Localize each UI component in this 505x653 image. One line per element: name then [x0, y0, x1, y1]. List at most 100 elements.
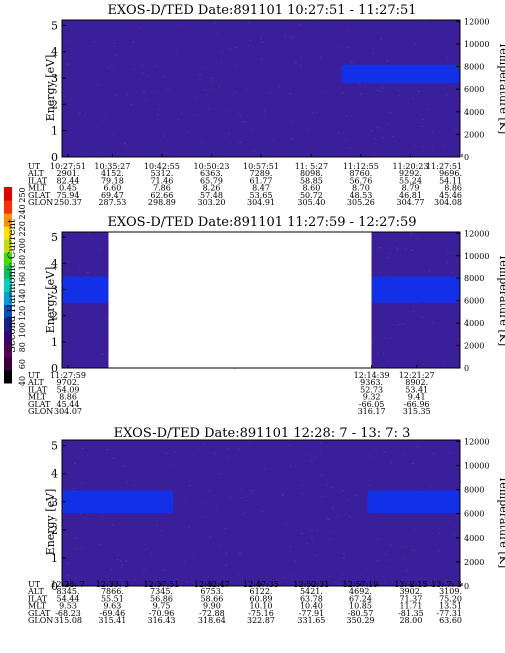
orbit-value: 9702.	[57, 378, 80, 387]
orbit-value: 6.60	[103, 184, 121, 193]
colorbar-tick-label: 40	[18, 376, 27, 386]
orbit-value: 10:35:27	[94, 162, 130, 171]
orbit-value: 4152.	[101, 169, 124, 178]
y2-tick-label: 10000	[464, 252, 489, 261]
spectrogram-band	[367, 490, 460, 513]
spectrogram-band	[62, 490, 174, 513]
colorbar-swatch	[4, 317, 12, 332]
orbit-value: -77.91	[299, 609, 325, 618]
orbit-value: 11.71	[399, 602, 422, 611]
y2-tick-label: 12000	[464, 437, 489, 446]
orbit-value: -77.31	[436, 609, 462, 618]
orbit-value: 9.63	[103, 602, 121, 611]
orbit-value: -70.96	[149, 609, 175, 618]
y2-tick-label: 12000	[464, 229, 489, 238]
orbit-value: 9.32	[363, 393, 381, 402]
orbit-value: 3902.	[399, 587, 422, 596]
orbit-row-label: MLT	[28, 602, 47, 611]
orbit-value: 13: 7: 3	[431, 580, 462, 589]
orbit-value: 350.29	[347, 616, 375, 625]
orbit-value: -81.35	[398, 609, 424, 618]
spectrogram-band	[371, 276, 460, 303]
orbit-value: 9.75	[153, 602, 171, 611]
orbit-value: 48.53	[349, 191, 372, 200]
orbit-value: 4692.	[349, 587, 372, 596]
y2-tick-label: 6000	[464, 510, 484, 519]
orbit-value: 331.65	[297, 616, 325, 625]
orbit-value: 8.26	[203, 184, 221, 193]
y2-tick-label: 4000	[464, 319, 484, 328]
orbit-value: 12:14:39	[354, 371, 390, 380]
colorbar: 40 60 80 100 120 140 160 180 200 220 240 250 Second…	[0, 0, 40, 649]
orbit-value: 63.60	[439, 616, 462, 625]
orbit-value: 54.09	[57, 385, 80, 394]
orbit-row-label: ALT	[27, 587, 44, 596]
colorbar-tick-label: 140	[18, 289, 27, 304]
orbit-value: 75.94	[57, 191, 80, 200]
orbit-value: 57.48	[200, 191, 223, 200]
orbit-value: -75.16	[248, 609, 274, 618]
orbit-row-label: GLON	[28, 198, 53, 207]
orbit-value: 8345.	[57, 587, 80, 596]
orbit-value: 69.47	[101, 191, 124, 200]
orbit-value: 305.40	[297, 198, 325, 207]
colorbar-tick-label: 160	[18, 272, 27, 287]
panel-2: EXOS-D/TED Date:891101 11:27:59 - 12:27:…	[0, 212, 505, 424]
y2-tick-label: 0	[464, 582, 469, 591]
orbit-value: 8.86	[444, 184, 462, 193]
panel-3-title: EXOS-D/TED Date:891101 12:28: 7 - 13: 7:…	[114, 426, 411, 441]
colorbar-tick-label: 100	[18, 323, 27, 338]
orbit-value: 82.44	[57, 176, 80, 185]
orbit-value: -80.57	[348, 609, 374, 618]
orbit-value: 322.87	[247, 616, 275, 625]
orbit-row-label: ILAT	[28, 176, 48, 185]
orbit-value: 53.41	[405, 385, 428, 394]
colorbar-swatch	[4, 356, 12, 371]
orbit-value: 54.44	[57, 594, 80, 603]
orbit-value: 8.47	[252, 184, 270, 193]
orbit-value: 315.08	[54, 616, 82, 625]
orbit-value: 11:20:23	[393, 162, 429, 171]
orbit-value: -68.23	[55, 609, 81, 618]
panel-3-ylabel: Energy [eV]	[44, 489, 57, 556]
colorbar-swatch	[4, 200, 12, 214]
colorbar-swatch	[4, 278, 12, 293]
colorbar-swatch	[4, 252, 12, 266]
orbit-value: 6363.	[200, 169, 223, 178]
y-tick-label: 0	[51, 362, 58, 375]
y2-tick-label: 0	[464, 153, 469, 162]
orbit-value: 7866.	[101, 587, 124, 596]
y2-tick-label: 10000	[464, 40, 489, 49]
orbit-row-label: UT	[28, 371, 41, 380]
orbit-value: 304.07	[54, 407, 82, 416]
y2-tick-label: 2000	[464, 342, 484, 351]
orbit-value: 50.72	[300, 191, 323, 200]
orbit-row-label: MLT	[28, 184, 47, 193]
orbit-value: 9.90	[203, 602, 221, 611]
orbit-value: 13.51	[439, 602, 462, 611]
data-gap	[108, 232, 372, 368]
orbit-row-label: GLAT	[28, 609, 51, 618]
orbit-value: 3109.	[439, 587, 462, 596]
orbit-value: 5421.	[300, 587, 323, 596]
orbit-value: 316.43	[148, 616, 176, 625]
orbit-value: 67.24	[349, 594, 372, 603]
orbit-value: 75.20	[439, 594, 462, 603]
y-tick-label: 2	[51, 524, 58, 537]
orbit-row-label: UT	[28, 580, 41, 589]
orbit-row-label: ILAT	[28, 594, 48, 603]
y-tick-label: 3	[51, 284, 58, 297]
orbit-value: 58.66	[200, 594, 223, 603]
orbit-value: 298.89	[148, 198, 176, 207]
orbit-value: 2901.	[57, 169, 80, 178]
y2-tick-label: 8000	[464, 486, 484, 495]
orbit-value: 28.00	[399, 616, 422, 625]
orbit-row-label: UT	[28, 162, 41, 171]
panel-1-svg: EXOS-D/TED Date:891101 10:27:51 - 11:27:…	[27, 3, 505, 207]
y-tick-label: 5	[51, 440, 58, 453]
orbit-value: -66.96	[404, 400, 430, 409]
panel-2-title: EXOS-D/TED Date:891101 11:27:59 - 12:27:…	[107, 215, 416, 230]
orbit-value: 55.51	[101, 594, 124, 603]
orbit-row-label: ALT	[27, 378, 44, 387]
y-tick-label: 5	[51, 19, 58, 32]
